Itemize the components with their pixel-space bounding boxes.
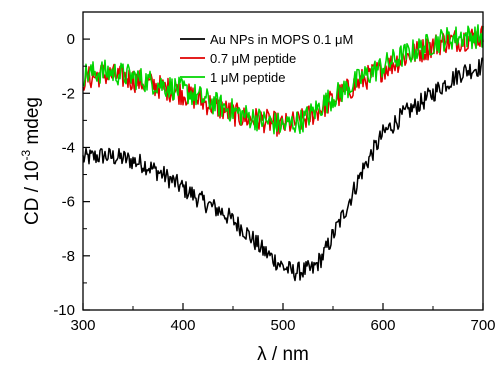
y-axis-title-exponent: -3 [19, 150, 33, 161]
y-tick-label: -2 [62, 85, 75, 102]
x-tick-label: 400 [170, 317, 195, 334]
series-layer [82, 24, 484, 282]
y-axis-title-main: CD / 10 [22, 161, 43, 225]
series-line [82, 57, 484, 282]
y-tick-label: -4 [62, 139, 75, 156]
y-tick-label: -10 [53, 302, 75, 319]
legend-label: Au NPs in MOPS 0.1 μM [210, 32, 353, 47]
x-tick-label: 700 [470, 317, 495, 334]
y-axis-title: CD / 10-3 mdeg [19, 97, 43, 225]
y-tick-label: -8 [62, 248, 75, 265]
x-tick-label: 300 [70, 317, 95, 334]
x-axis-title: λ / nm [257, 344, 309, 365]
legend-label: 0.7 μM peptide [210, 51, 296, 66]
legend: Au NPs in MOPS 0.1 μM 0.7 μM peptide 1 μM … [180, 32, 353, 85]
y-axis-title-unit: mdeg [22, 97, 43, 150]
series-line [82, 24, 484, 135]
x-tick-label: 500 [270, 317, 295, 334]
ticks-layer: 300 400 500 600 700 0 -2 -4 -6 -8 -10 [53, 31, 495, 334]
legend-label: 1 μM peptide [210, 70, 285, 85]
y-tick-label: -6 [62, 194, 75, 211]
x-tick-label: 600 [370, 317, 395, 334]
y-tick-label: 0 [67, 31, 75, 48]
